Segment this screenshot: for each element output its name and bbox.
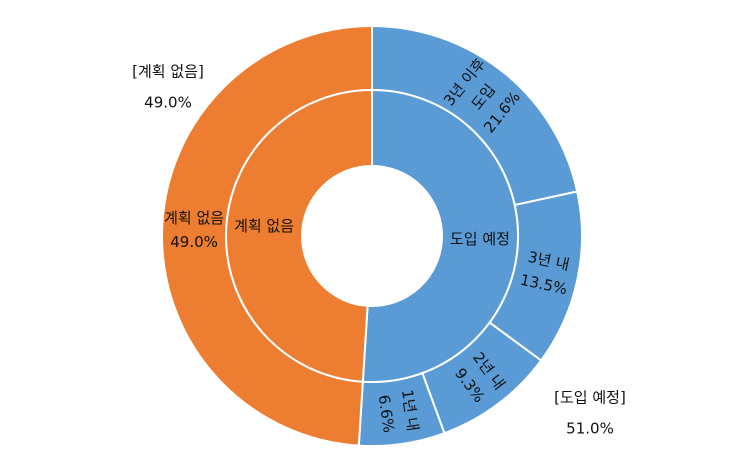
category-label: 계획 없음 <box>164 209 224 227</box>
segment-label: 계획 없음 49.0% <box>164 209 224 251</box>
callout-value: 51.0% <box>566 420 614 438</box>
category-label: 계획 없음 <box>234 217 294 235</box>
inner-segment <box>361 88 519 383</box>
category-label: 도입 예정 <box>450 230 510 248</box>
value-label: 6.6% <box>375 394 398 434</box>
callout-value: 49.0% <box>144 94 192 112</box>
segment-label: 1년 내6.6% <box>375 388 422 434</box>
callout-label: [계획 없음] <box>132 63 204 81</box>
value-label: 49.0% <box>170 233 218 251</box>
category-label: 1년 내 <box>398 388 422 432</box>
inner-segment <box>224 88 373 383</box>
callout-label: [도입 예정] <box>554 389 626 407</box>
